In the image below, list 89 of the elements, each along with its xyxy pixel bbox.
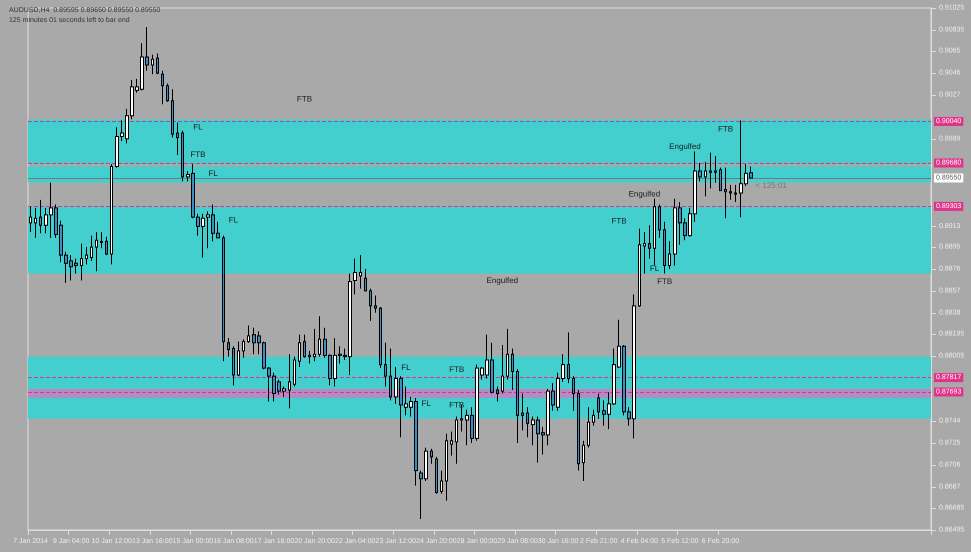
candlestick [34,207,37,238]
candlestick [353,258,357,295]
candlestick [379,306,382,369]
candlestick [222,235,225,362]
candlestick [526,406,529,438]
candlestick [161,70,164,105]
candlestick [100,232,103,249]
candlestick [582,440,585,482]
annotation: FL [650,264,660,273]
candlestick [288,354,291,409]
annotation: FTB [611,216,627,226]
candlestick [445,433,448,502]
annotation: FL [208,169,218,178]
candlestick [85,246,88,265]
candlestick [734,184,737,203]
candlestick [567,332,570,384]
annotation: FTB [449,364,464,374]
annotation: Engulfed [669,142,701,151]
candlestick [450,430,453,456]
candlestick [430,448,433,464]
candlestick [435,456,438,494]
candlestick [176,122,179,156]
candlestick [709,152,712,189]
annotation: FL [193,122,204,132]
candlestick [384,342,387,388]
candlestick [668,240,671,270]
candlestick [166,82,169,102]
candlestick [714,156,717,184]
annotation: Engulfed [486,276,518,286]
candlestick [663,221,666,274]
candlestick [237,341,240,377]
annotation: Engulfed [628,189,660,198]
candlestick [80,243,83,282]
candlestick [227,338,230,358]
candlestick [156,53,159,75]
candlestick [572,376,575,412]
candlestick [511,348,514,390]
candlestick [597,392,600,420]
candlestick [587,406,590,448]
candlestick [501,344,504,394]
candlestick [658,204,661,238]
annotation: FL [228,216,239,225]
annotation: FTB [449,400,464,410]
candlestick [643,232,646,274]
candlestick [577,389,580,472]
annotation: FTB [190,150,206,159]
candlestick [308,350,311,364]
annotation: FL [422,399,432,408]
candlestick [704,161,707,197]
candlestick [364,268,367,292]
candlestick [232,346,235,386]
candlestick [506,328,509,380]
candlestick [151,54,154,75]
candlestick [95,232,98,272]
candlestick [90,235,93,262]
candlestick [313,328,316,362]
candlestick [653,198,656,266]
candlestick [293,356,296,388]
candlestick [318,316,321,358]
candlestick [247,324,250,344]
candlestick [39,199,42,234]
candlestick [729,184,732,200]
annotation: FTB [718,124,734,134]
annotation: FTB [296,94,312,104]
candlestick [374,295,377,314]
candlestick [724,167,727,219]
candlestick [110,164,113,265]
annotation: < 125:01 [756,181,788,190]
candlestick [29,206,32,233]
candlestick [359,254,362,290]
candlestick [455,416,458,464]
candlestick [242,338,245,358]
annotation: FL [401,362,412,372]
candlestick [638,228,641,308]
candlestick [171,88,174,138]
candlestick [181,130,184,182]
candlestick [303,334,306,358]
candlestick [496,386,499,402]
candlestick [440,470,443,494]
candlestick [389,348,392,401]
annotation: FTB [657,277,672,286]
candlestick [592,409,595,426]
candlestick [516,368,519,444]
candlestick [298,334,301,368]
candlestick [369,288,372,322]
candlestick [648,224,651,260]
candlestick [105,236,108,256]
candlestick [719,167,722,192]
candlestick [521,392,524,431]
